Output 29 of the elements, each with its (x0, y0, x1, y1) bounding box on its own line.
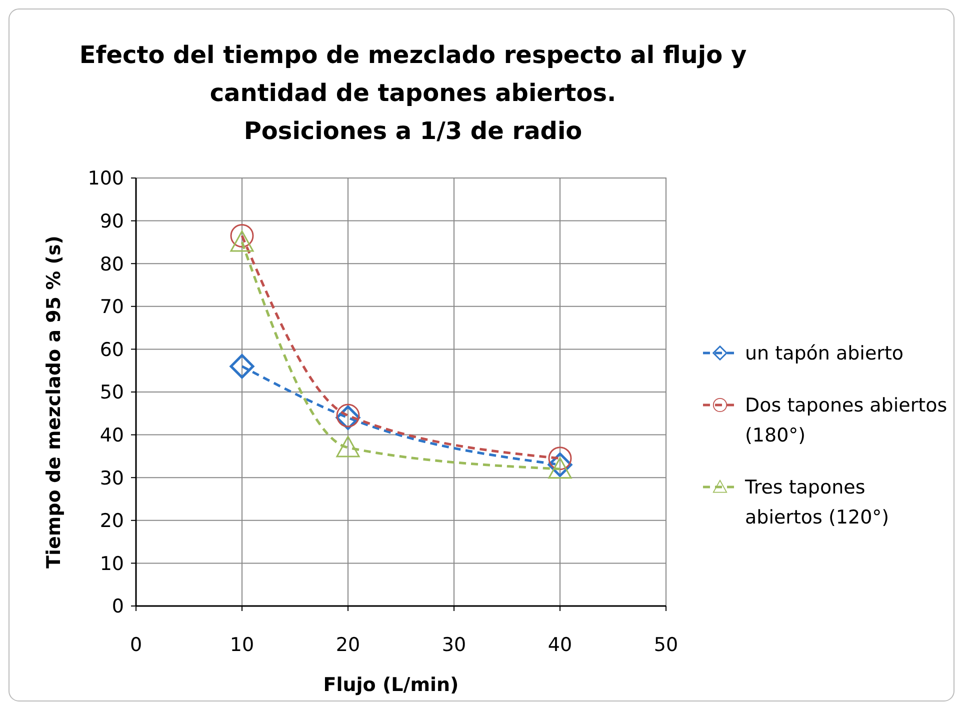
point (230, 354, 254, 379)
x-tick-label: 30 (442, 634, 466, 656)
y-tick-label: 60 (100, 338, 124, 361)
y-tick-label: 80 (100, 253, 124, 276)
x-tick-label: 20 (336, 634, 360, 656)
y-tick-label: 100 (88, 168, 124, 190)
chart-title: Efecto del tiempo de mezclado respecto al flujo y cantidad de tapones abiertos. Posiciones a 1/3 de radio (79, 41, 747, 145)
legend-label: Dos tapones abiertos (180°) (745, 394, 948, 447)
point (336, 436, 360, 458)
x-tick-label: 10 (230, 634, 254, 656)
x-tick-label: 50 (654, 634, 678, 656)
y-tick-label: 70 (100, 296, 124, 318)
y-axis-title: Tiempo de mezclado a 95 % (s) (43, 236, 65, 568)
y-tick-label: 50 (100, 382, 124, 404)
y-tick-label: 10 (100, 552, 124, 575)
x-tick-label: 40 (548, 634, 572, 656)
x-axis-title: Flujo (L/min) (323, 674, 459, 696)
point (230, 224, 254, 248)
legend-label: un tapón abierto (745, 342, 904, 365)
y-tick-label: 90 (100, 210, 124, 232)
point (548, 446, 572, 470)
point (230, 230, 254, 252)
y-tick-label: 20 (100, 510, 124, 532)
x-tick-label: 0 (130, 634, 142, 656)
point (548, 457, 572, 479)
y-tick-label: 40 (100, 424, 124, 446)
legend-label: Tres tapones abiertos (120°) (744, 476, 890, 529)
y-tick-label: 0 (112, 596, 124, 618)
y-tick-label: 30 (100, 467, 124, 490)
